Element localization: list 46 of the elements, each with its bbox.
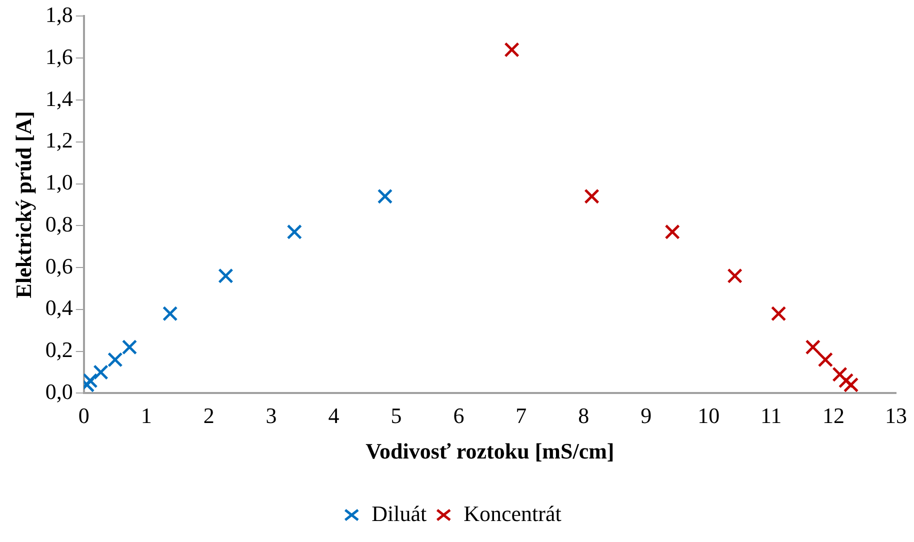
legend-label: Diluát xyxy=(372,500,427,526)
point xyxy=(664,224,680,240)
x-tick-label: 10 xyxy=(698,403,720,428)
point xyxy=(84,373,98,388)
legend-label: Koncentrát xyxy=(464,500,562,526)
y-tick-label: 1,8 xyxy=(45,2,73,27)
x-axis-title: Vodivosť roztoku [mS/cm] xyxy=(366,438,614,464)
x-tick-label: 5 xyxy=(390,403,402,428)
y-tick-label: 1,6 xyxy=(45,44,73,69)
x-tick-label: 13 xyxy=(885,403,907,428)
point xyxy=(377,188,393,204)
point xyxy=(286,224,302,240)
y-tick-label: 1,4 xyxy=(45,86,73,111)
point xyxy=(584,188,600,204)
y-tick-label: 1,2 xyxy=(45,128,73,153)
point xyxy=(122,340,138,355)
point xyxy=(218,268,234,284)
point xyxy=(727,268,742,284)
point xyxy=(162,306,178,322)
y-tick-label: 0,8 xyxy=(45,211,73,236)
y-tick-label: 0,2 xyxy=(45,337,73,362)
x-tick-label: 8 xyxy=(578,403,590,428)
point xyxy=(108,352,123,368)
x-tick-label: 0 xyxy=(78,403,90,428)
point xyxy=(838,373,854,388)
x-tick-label: 2 xyxy=(203,403,214,428)
point xyxy=(843,377,859,392)
point xyxy=(504,42,520,58)
point xyxy=(93,364,108,380)
x-tick-label: 1 xyxy=(140,403,152,428)
y-axis-title: Elektrický prúd [A] xyxy=(10,111,36,298)
x-tick-label: 12 xyxy=(822,403,845,428)
point xyxy=(832,366,848,382)
y-tick-label: 0,4 xyxy=(45,295,73,320)
x-tick-label: 3 xyxy=(266,403,277,428)
point xyxy=(770,306,786,322)
x-tick-label: 11 xyxy=(760,403,782,428)
point xyxy=(818,352,834,368)
point xyxy=(805,340,821,355)
y-tick-label: 0,6 xyxy=(45,253,73,278)
x-tick-label: 4 xyxy=(328,403,340,428)
x-tick-label: 9 xyxy=(640,403,652,428)
y-tick-label: 1,0 xyxy=(45,170,73,195)
x-tick-label: 7 xyxy=(516,403,527,428)
y-tick-label: 0,0 xyxy=(45,378,73,404)
x-tick-label: 6 xyxy=(453,403,464,428)
